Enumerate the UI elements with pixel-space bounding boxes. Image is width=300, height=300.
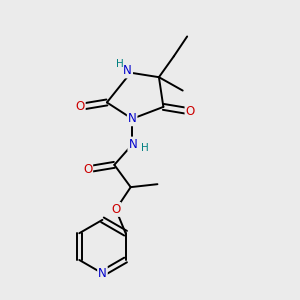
Text: O: O: [185, 105, 195, 118]
Text: N: N: [128, 138, 137, 151]
Text: N: N: [128, 112, 136, 125]
Text: H: H: [141, 142, 148, 153]
Text: N: N: [123, 64, 132, 77]
Text: O: O: [111, 203, 120, 216]
Text: O: O: [83, 163, 92, 176]
Text: H: H: [116, 59, 123, 69]
Text: N: N: [98, 267, 107, 280]
Text: O: O: [76, 100, 85, 113]
